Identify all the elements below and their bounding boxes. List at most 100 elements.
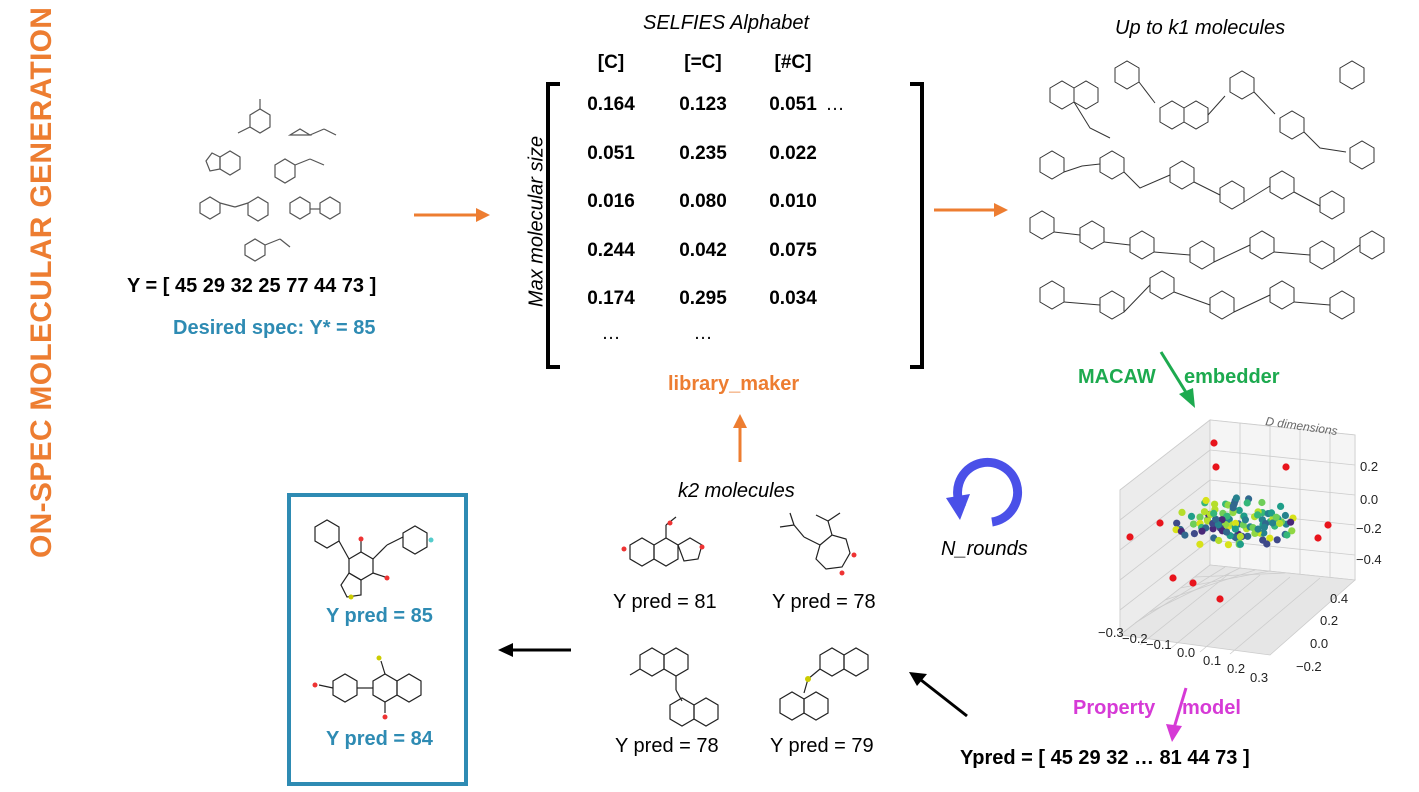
scatter-point [1231, 525, 1239, 533]
matrix-cell: 0.051 [769, 94, 817, 115]
result-pred-1: Y pred = 85 [326, 605, 433, 627]
k2-molecule-1 [621, 516, 705, 567]
scatter-point [1218, 516, 1226, 524]
matrix-cell: 0.034 [769, 288, 817, 309]
scatter-point [1178, 508, 1186, 516]
scatter-point [1263, 540, 1271, 548]
x-tick-6: 0.2 [1227, 661, 1245, 676]
scatter-point [1241, 516, 1249, 524]
scatter-point-red [1169, 574, 1177, 582]
scatter-point [1236, 532, 1244, 541]
n-rounds-label: N_rounds [941, 538, 1028, 560]
scatter-point [1258, 498, 1266, 507]
scatter-point [1288, 527, 1296, 535]
scatter-point-red [1156, 519, 1164, 527]
scatter-point [1190, 530, 1198, 538]
k2-pred-4: Y pred = 79 [770, 735, 874, 757]
embedding-3d-plot: D dimensions 0.2 0.0 −0.2 −0.4 0.4 0.2 0… [1098, 414, 1382, 685]
scatter-point [1196, 540, 1204, 548]
scatter-point [1260, 523, 1268, 531]
scatter-point [1232, 494, 1240, 502]
scatter-point [1283, 531, 1291, 539]
z-tick-1: 0.2 [1360, 459, 1378, 474]
matrix-cell: 0.164 [587, 94, 635, 115]
x-tick-4: 0.0 [1177, 645, 1195, 660]
result-pred-2: Y pred = 84 [326, 728, 433, 750]
scatter-point [1189, 520, 1198, 528]
scatter-point [1215, 536, 1223, 545]
scatter-point [1209, 525, 1217, 533]
k2-molecule-3 [629, 647, 719, 727]
matrix-cell: 0.010 [769, 191, 817, 212]
scatter-point [1198, 527, 1206, 535]
scatter-point [1200, 508, 1209, 516]
k1-molecules-image [1029, 60, 1385, 320]
result-molecule-2 [312, 655, 422, 720]
scatter-point-red [1314, 534, 1322, 542]
scatter-points [1126, 439, 1332, 603]
k2-pred-2: Y pred = 78 [772, 591, 876, 613]
k2-molecule-4 [779, 647, 869, 721]
matrix-cell: 0.174 [587, 288, 635, 309]
scatter-point [1260, 529, 1268, 537]
vertical-title: ON-SPEC MOLECULAR GENERATION [25, 6, 58, 558]
selfies-alphabet-title: SELFIES Alphabet [643, 12, 810, 34]
embedder-arrow [1159, 351, 1195, 408]
header-double-c: [=C] [684, 52, 722, 73]
scatter-point [1269, 519, 1277, 527]
x-tick-5: 0.1 [1203, 653, 1221, 668]
scatter-point [1223, 528, 1231, 536]
scatter-point [1181, 531, 1189, 539]
scatter-point [1235, 506, 1243, 514]
x-tick-1: −0.3 [1098, 625, 1124, 640]
matrix-cell: 0.244 [587, 240, 635, 261]
y-tick-3: 0.0 [1310, 636, 1328, 651]
arrow-to-matrix [414, 208, 490, 222]
input-molecules-image [199, 99, 341, 262]
scatter-point [1281, 511, 1289, 520]
scatter-point-red [1282, 463, 1290, 471]
matrix-cell: 0.022 [769, 143, 817, 164]
scatter-point-red [1210, 439, 1218, 447]
library-maker-label: library_maker [668, 373, 800, 395]
matrix-cell: … [825, 94, 845, 115]
scatter-point-red [1189, 579, 1197, 587]
scatter-point [1273, 536, 1281, 544]
scatter-point [1272, 513, 1280, 521]
scatter-point [1173, 519, 1181, 527]
scatter-point [1214, 521, 1222, 529]
y-tick-2: 0.2 [1320, 613, 1338, 628]
scatter-point [1244, 532, 1252, 540]
scatter-point-red [1324, 521, 1332, 529]
k2-pred-1: Y pred = 81 [613, 591, 717, 613]
scatter-point [1254, 525, 1262, 533]
arrow-to-k2 [909, 672, 968, 718]
scatter-point [1236, 540, 1244, 548]
scatter-point [1210, 509, 1218, 517]
matrix-cell: 0.080 [679, 191, 727, 212]
result-box [287, 493, 468, 786]
scatter-point [1212, 515, 1220, 523]
y-tick-1: 0.4 [1330, 591, 1348, 606]
z-tick-3: −0.2 [1356, 521, 1382, 536]
scatter-point [1211, 500, 1219, 508]
k2-molecule-2 [779, 512, 857, 576]
embedder-label: embedder [1184, 366, 1280, 388]
x-tick-3: −0.1 [1146, 637, 1172, 652]
rounds-cycle-icon [946, 457, 1023, 527]
k1-molecules-label: Up to k1 molecules [1115, 17, 1286, 39]
property-label: Property [1073, 697, 1156, 719]
x-tick-7: 0.3 [1250, 670, 1268, 685]
y-array-label: Y = [ 45 29 32 25 77 44 73 ] [127, 275, 377, 297]
scatter-point [1196, 513, 1204, 521]
z-tick-4: −0.4 [1356, 552, 1382, 567]
scatter-point-red [1126, 533, 1134, 541]
matrix-cell: 0.075 [769, 240, 817, 261]
scatter-point [1266, 534, 1274, 542]
header-triple-c: [#C] [774, 52, 812, 73]
arrow-to-k1-molecules [934, 203, 1008, 217]
k2-molecules-label: k2 molecules [678, 480, 795, 502]
scatter-point [1229, 502, 1237, 510]
matrix-cell: 0.051 [587, 143, 635, 164]
scatter-point [1223, 512, 1231, 520]
